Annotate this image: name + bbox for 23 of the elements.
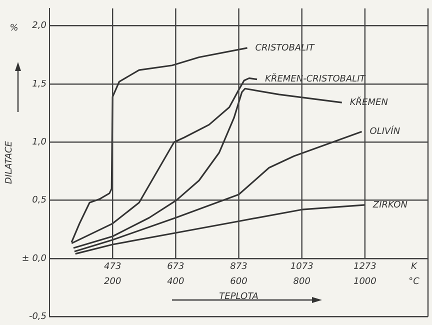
x-tick-label: 1273	[353, 262, 377, 272]
annotation: K	[411, 262, 418, 272]
x-tick-label: 473	[104, 262, 122, 272]
x2-tick-label: 200	[104, 277, 122, 288]
annotation: °C	[408, 276, 420, 287]
x-tick-label: 873	[230, 262, 248, 272]
series-label: ZIRKON	[372, 200, 408, 210]
y-tick-label: 1,0	[32, 137, 47, 148]
series-label: OLIVÍN	[370, 125, 400, 138]
x-axis-title: TEPLOTA	[219, 292, 258, 302]
y-tick-label: 0,5	[32, 196, 47, 206]
y-tick-label: 2,0	[32, 21, 47, 32]
x-tick-label: 1073	[290, 262, 314, 272]
y-tick-label: -0,5	[28, 312, 47, 322]
x2-tick-label: 1000	[353, 277, 377, 288]
y-tick-label: 1,5	[32, 79, 47, 90]
text: %	[10, 24, 18, 34]
x-tick-label: 673	[167, 262, 185, 272]
x2-tick-label: 800	[293, 277, 311, 288]
y-axis-title: DILATACE	[4, 140, 15, 184]
x2-tick-label: 600	[230, 277, 248, 288]
y-tick-label: ± 0,0	[22, 254, 47, 264]
x2-tick-label: 400	[167, 277, 185, 288]
